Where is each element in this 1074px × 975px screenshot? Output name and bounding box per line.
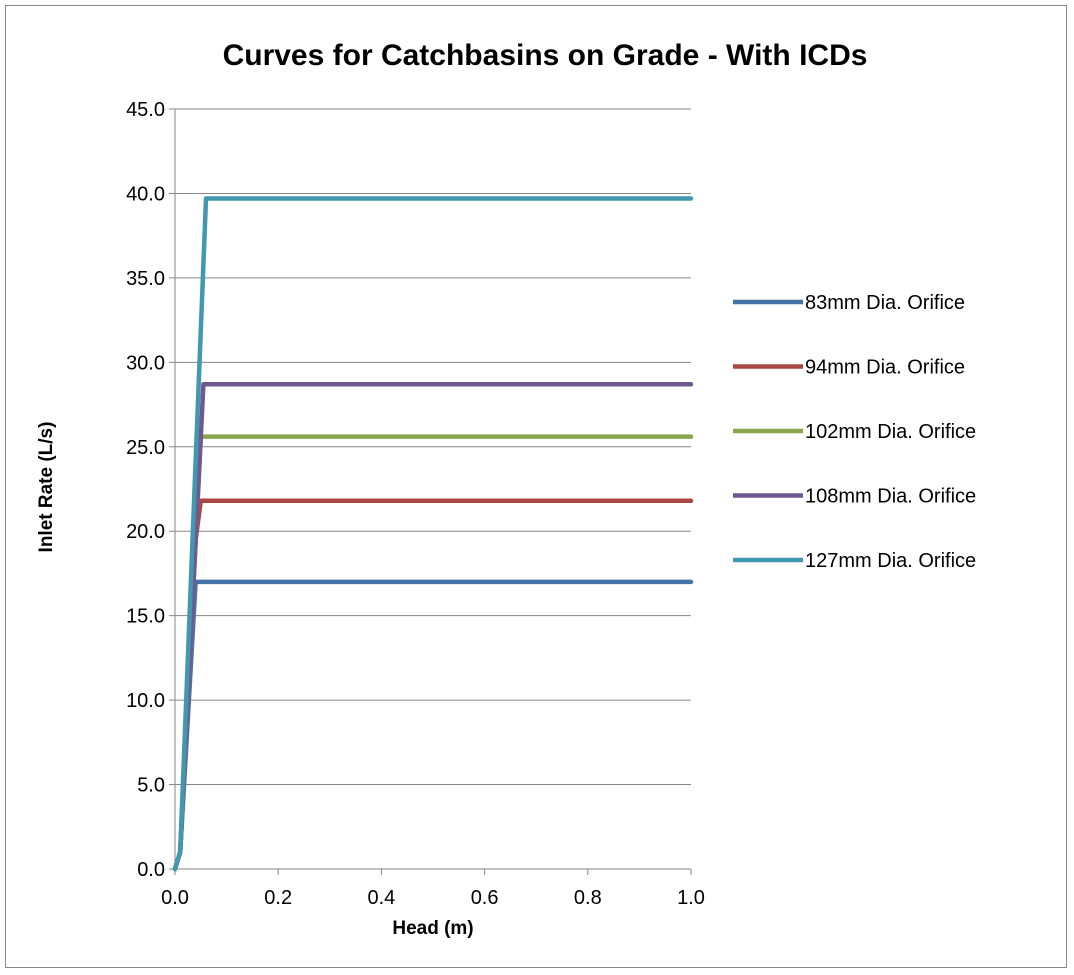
x-tick-label: 0.6 bbox=[471, 887, 499, 909]
y-tick-labels: 0.0 5.0 10.0 15.0 20.0 25.0 30.0 35.0 40.0 45.0 bbox=[126, 99, 165, 881]
y-tick-label: 45.0 bbox=[126, 99, 165, 121]
y-tick-label: 10.0 bbox=[126, 690, 165, 712]
x-tick-label: 0.4 bbox=[367, 887, 395, 909]
series-line-1 bbox=[172, 579, 694, 872]
y-tick-label: 40.0 bbox=[126, 183, 165, 205]
x-axis-title: Head (m) bbox=[392, 918, 473, 939]
y-tick-label: 15.0 bbox=[126, 606, 165, 628]
y-tick-label: 20.0 bbox=[126, 521, 165, 543]
x-tick-label: 0.2 bbox=[264, 887, 292, 909]
gridlines bbox=[175, 108, 691, 786]
legend-label-2: 94mm Dia. Orifice bbox=[805, 357, 965, 379]
y-tick-label: 0.0 bbox=[137, 859, 165, 881]
legend: 83mm Dia. Orifice 94mm Dia. Orifice 102mm … bbox=[733, 292, 976, 572]
legend-label-5: 127mm Dia. Orifice bbox=[805, 550, 976, 572]
y-tick-label: 25.0 bbox=[126, 437, 165, 459]
series-line-2 bbox=[172, 498, 694, 872]
x-tick-labels: 0.0 0.2 0.4 0.6 0.8 1.0 bbox=[161, 887, 705, 909]
legend-label-4: 108mm Dia. Orifice bbox=[805, 486, 976, 508]
y-tick-label: 5.0 bbox=[137, 775, 165, 797]
y-tick-label: 30.0 bbox=[126, 352, 165, 374]
chart-title: Curves for Catchbasins on Grade - With I… bbox=[223, 39, 868, 72]
series-line-4 bbox=[172, 382, 694, 872]
axes bbox=[169, 108, 692, 875]
x-tick-label: 0.0 bbox=[161, 887, 189, 909]
y-axis-title: Inlet Rate (L/s) bbox=[36, 422, 57, 553]
y-tick-label: 35.0 bbox=[126, 268, 165, 290]
series-line-5 bbox=[172, 196, 694, 872]
x-tick-label: 0.8 bbox=[574, 887, 602, 909]
series-lines bbox=[172, 196, 694, 872]
x-tick-label: 1.0 bbox=[677, 887, 705, 909]
legend-label-3: 102mm Dia. Orifice bbox=[805, 421, 976, 443]
legend-label-1: 83mm Dia. Orifice bbox=[805, 292, 965, 314]
